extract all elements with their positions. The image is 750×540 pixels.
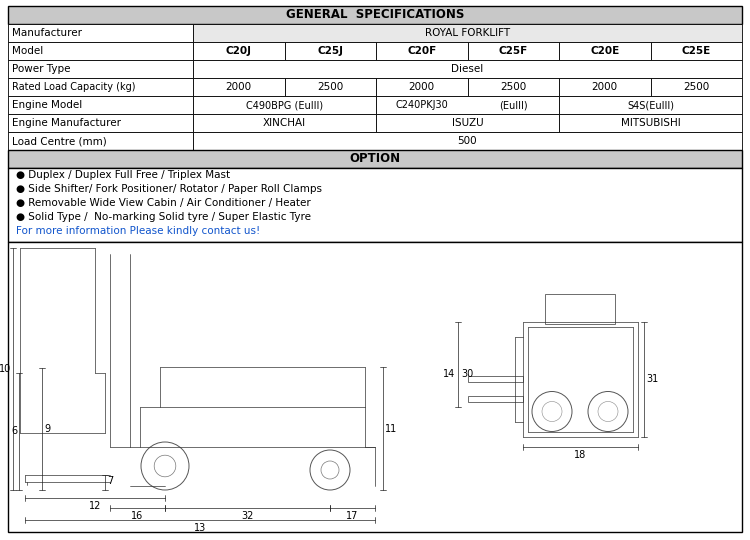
Text: C25J: C25J [317,46,344,56]
Text: 500: 500 [458,136,477,146]
Text: Load Centre (mm): Load Centre (mm) [12,136,106,146]
Bar [193,60,742,78]
Bar [193,42,284,60]
Bar [284,42,376,60]
Text: MITSUBISHI: MITSUBISHI [621,118,680,128]
Text: ● Solid Type /  No-marking Solid tyre / Super Elastic Tyre: ● Solid Type / No-marking Solid tyre / S… [16,212,311,222]
Text: C25F: C25F [499,46,528,56]
Text: For more information Please kindly contact us!: For more information Please kindly conta… [16,226,260,236]
Text: 30: 30 [461,369,474,379]
Text: ISUZU: ISUZU [452,118,483,128]
Text: 12: 12 [88,501,101,511]
Bar [8,6,742,24]
Text: 17: 17 [346,511,358,521]
Text: XINCHAI: XINCHAI [263,118,306,128]
Bar [559,96,742,114]
Bar [193,78,284,96]
Text: Engine Model: Engine Model [12,100,82,110]
Text: 14: 14 [443,369,455,379]
Text: OPTION: OPTION [350,152,400,165]
Text: 10: 10 [0,364,11,374]
Text: S4S(EuIII): S4S(EuIII) [627,100,674,110]
Text: C20J: C20J [226,46,252,56]
Text: 7: 7 [107,476,113,485]
Text: 11: 11 [385,423,398,434]
Bar [284,78,376,96]
Bar [650,78,742,96]
Text: 9: 9 [44,424,50,434]
Bar [8,150,742,168]
Text: ● Duplex / Duplex Full Free / Triplex Mast: ● Duplex / Duplex Full Free / Triplex Ma… [16,170,230,180]
Bar [8,78,193,96]
Bar [559,42,650,60]
Bar [559,114,742,132]
Text: 2500: 2500 [500,82,526,92]
Bar [8,42,193,60]
Bar [467,396,523,402]
Bar [193,24,742,42]
Text: ROYAL FORKLIFT: ROYAL FORKLIFT [425,28,510,38]
Bar [193,114,376,132]
Bar [8,96,193,114]
Bar [8,114,193,132]
Bar [376,42,467,60]
Bar [467,78,559,96]
Bar [8,60,193,78]
Text: (EuIII): (EuIII) [499,100,527,110]
Text: C25E: C25E [682,46,711,56]
Bar [376,114,559,132]
Bar [559,78,650,96]
Text: Manufacturer: Manufacturer [12,28,82,38]
Text: C490BPG (EuIII): C490BPG (EuIII) [246,100,323,110]
Bar [8,242,742,532]
Bar [650,42,742,60]
Text: Rated Load Capacity (kg): Rated Load Capacity (kg) [12,82,136,92]
Text: 13: 13 [194,523,206,533]
Text: C20E: C20E [590,46,620,56]
Text: 31: 31 [646,374,658,384]
Text: 2500: 2500 [317,82,344,92]
Bar [8,24,193,42]
Text: ● Side Shifter/ Fork Positioner/ Rotator / Paper Roll Clamps: ● Side Shifter/ Fork Positioner/ Rotator… [16,184,322,194]
Bar [376,78,467,96]
Text: 2000: 2000 [226,82,252,92]
Text: Diesel: Diesel [452,64,484,74]
Text: Engine Manufacturer: Engine Manufacturer [12,118,121,128]
Bar [467,376,523,382]
Text: 32: 32 [242,511,254,521]
Bar [8,168,742,242]
Text: 18: 18 [574,450,586,461]
Bar [376,96,559,114]
Text: 16: 16 [131,511,144,521]
Text: GENERAL  SPECIFICATIONS: GENERAL SPECIFICATIONS [286,9,464,22]
Bar [545,294,615,323]
Text: 2500: 2500 [683,82,709,92]
Text: 6: 6 [10,427,17,436]
Bar [8,132,193,150]
Text: C240PKJ30: C240PKJ30 [395,100,448,110]
Bar [193,96,376,114]
Bar [193,132,742,150]
Text: ● Removable Wide View Cabin / Air Conditioner / Heater: ● Removable Wide View Cabin / Air Condit… [16,198,310,208]
Text: Power Type: Power Type [12,64,70,74]
Text: 2000: 2000 [592,82,618,92]
Bar [467,42,559,60]
Text: C20F: C20F [407,46,436,56]
Text: Model: Model [12,46,44,56]
Text: 2000: 2000 [409,82,435,92]
